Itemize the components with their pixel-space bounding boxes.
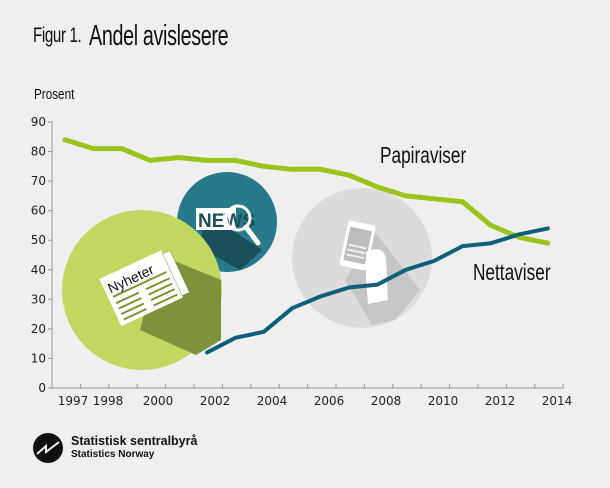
x-ticks: 1997 1998 2000 2002 2004 2006 2008 2010 2012 2014 xyxy=(51,384,573,408)
svg-text:1997: 1997 xyxy=(58,394,89,408)
svg-text:2006: 2006 xyxy=(314,394,345,408)
svg-text:40: 40 xyxy=(31,263,46,277)
y-ticks: 0 10 20 30 40 50 60 70 80 90 xyxy=(31,115,52,395)
papiraviser-line xyxy=(62,137,551,246)
svg-text:2008: 2008 xyxy=(371,394,402,408)
newspaper-icon: Nyheter xyxy=(62,210,222,370)
smartphone-hand-icon xyxy=(292,188,432,328)
svg-text:2000: 2000 xyxy=(143,394,174,408)
ssb-logo: Statistisk sentralbyrå Statistics Norway xyxy=(33,433,197,463)
papiraviser-label: Papiraviser xyxy=(380,144,466,169)
svg-text:10: 10 xyxy=(31,351,46,365)
chart-title: Figur 1. Andel avislesere xyxy=(33,20,229,52)
svg-text:30: 30 xyxy=(31,292,46,306)
svg-text:2004: 2004 xyxy=(257,394,288,408)
svg-text:2012: 2012 xyxy=(485,394,516,408)
svg-text:1998: 1998 xyxy=(93,394,124,408)
svg-text:2002: 2002 xyxy=(200,394,231,408)
title-text: Andel avislesere xyxy=(89,20,229,52)
svg-text:20: 20 xyxy=(31,322,46,336)
nettaviser-label: Nettaviser xyxy=(473,261,551,286)
svg-text:80: 80 xyxy=(31,145,46,159)
ssb-logo-icon xyxy=(33,433,63,463)
svg-text:2014: 2014 xyxy=(542,394,573,408)
svg-text:0: 0 xyxy=(38,381,46,395)
svg-text:90: 90 xyxy=(31,115,46,129)
org-name: Statistisk sentralbyrå xyxy=(71,434,198,448)
news-magnifier-icon: NEWS xyxy=(177,172,277,272)
svg-text:70: 70 xyxy=(31,174,46,188)
nettaviser-line xyxy=(205,226,550,355)
svg-text:60: 60 xyxy=(31,204,46,218)
svg-text:2010: 2010 xyxy=(428,394,459,408)
org-name-en: Statistics Norway xyxy=(71,449,155,460)
svg-text:50: 50 xyxy=(31,233,46,247)
figure-label: Figur 1. xyxy=(33,24,82,47)
y-axis-label: Prosent xyxy=(34,86,75,103)
